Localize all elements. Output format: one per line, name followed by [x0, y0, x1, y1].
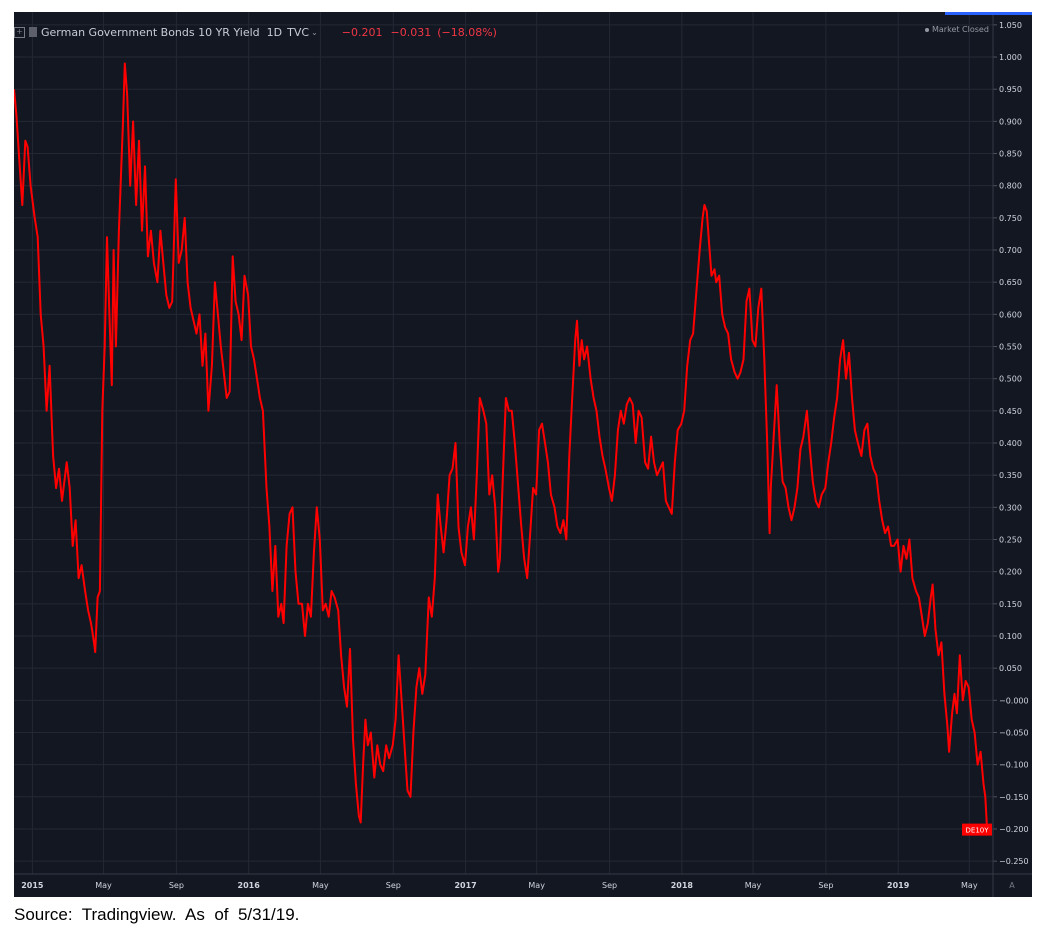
y-tick-label: 0.200	[999, 568, 1022, 577]
plus-box-icon[interactable]: +	[14, 26, 25, 38]
auto-scale-button[interactable]: A	[1009, 881, 1015, 890]
x-tick-label: 2019	[887, 881, 910, 890]
market-status: Market Closed	[925, 25, 989, 34]
chart-legend-header: + German Government Bonds 10 YR Yield 1D…	[14, 23, 497, 41]
y-tick-label: 0.950	[999, 85, 1022, 94]
y-tick-label: 1.050	[999, 21, 1022, 30]
price-chart[interactable]: 1.050 1.000 0.950 0.900 0.850 0.800 0.750 0.700…	[14, 12, 1032, 897]
y-tick-label: 0.800	[999, 182, 1022, 191]
x-tick-label: May	[312, 881, 329, 890]
series-line-de10y	[14, 62, 989, 830]
top-accent-bar	[945, 12, 1032, 15]
y-tick-label: 0.650	[999, 278, 1022, 287]
y-tick-label: 0.100	[999, 632, 1022, 641]
last-value: −0.201	[341, 25, 383, 39]
source-note: Source: Tradingview. As of 5/31/19.	[14, 905, 300, 924]
y-tick-label: 0.550	[999, 343, 1022, 352]
y-tick-label: 0.600	[999, 310, 1022, 319]
change-percent: (−18.08%)	[437, 25, 497, 39]
y-tick-label: 0.850	[999, 150, 1022, 159]
y-tick-label: −0.250	[999, 857, 1029, 866]
change-value: −0.031	[390, 25, 432, 39]
interval-label[interactable]: 1D	[266, 25, 283, 39]
y-tick-label: 0.500	[999, 375, 1022, 384]
y-tick-label: −0.150	[999, 793, 1029, 802]
flag-icon[interactable]	[29, 27, 37, 37]
y-tick-label: −0.000	[999, 696, 1029, 705]
x-tick-label: 2018	[671, 881, 694, 890]
y-tick-label: 0.900	[999, 117, 1022, 126]
y-tick-label: 0.150	[999, 600, 1022, 609]
y-tick-label: 1.000	[999, 53, 1022, 62]
chevron-down-icon[interactable]: ⌄	[311, 27, 318, 37]
y-tick-label: 0.350	[999, 471, 1022, 480]
y-tick-label: −0.200	[999, 825, 1029, 834]
last-value-badge	[962, 823, 992, 836]
chart-panel[interactable]: 1.050 1.000 0.950 0.900 0.850 0.800 0.750 0.700…	[14, 12, 1032, 897]
status-dot-icon	[925, 27, 929, 32]
y-tick-label: 0.450	[999, 407, 1022, 416]
x-tick-label: May	[745, 881, 762, 890]
y-tick-label: −0.100	[999, 761, 1029, 770]
x-tick-label: Sep	[386, 881, 401, 890]
x-tick-label: Sep	[169, 881, 184, 890]
y-tick-label: 0.050	[999, 664, 1022, 673]
x-tick-label: May	[961, 881, 978, 890]
x-tick-label: 2016	[238, 881, 261, 890]
series-name-label: DE10Y	[966, 827, 990, 835]
exchange-label[interactable]: TVC	[287, 25, 310, 39]
y-tick-label: 0.250	[999, 535, 1022, 544]
x-tick-label: 2015	[21, 881, 44, 890]
x-tick-label: May	[95, 881, 112, 890]
y-tick-label: 0.700	[999, 246, 1022, 255]
y-tick-label: −0.050	[999, 728, 1029, 737]
y-tick-label: 0.400	[999, 439, 1022, 448]
x-tick-label: Sep	[818, 881, 833, 890]
symbol-name[interactable]: German Government Bonds 10 YR Yield	[41, 25, 260, 39]
y-tick-label: 0.300	[999, 503, 1022, 512]
market-status-label: Market Closed	[932, 25, 989, 34]
x-tick-label: May	[528, 881, 545, 890]
x-tick-label: 2017	[454, 881, 476, 890]
x-tick-label: Sep	[602, 881, 617, 890]
y-tick-label: 0.750	[999, 214, 1022, 223]
